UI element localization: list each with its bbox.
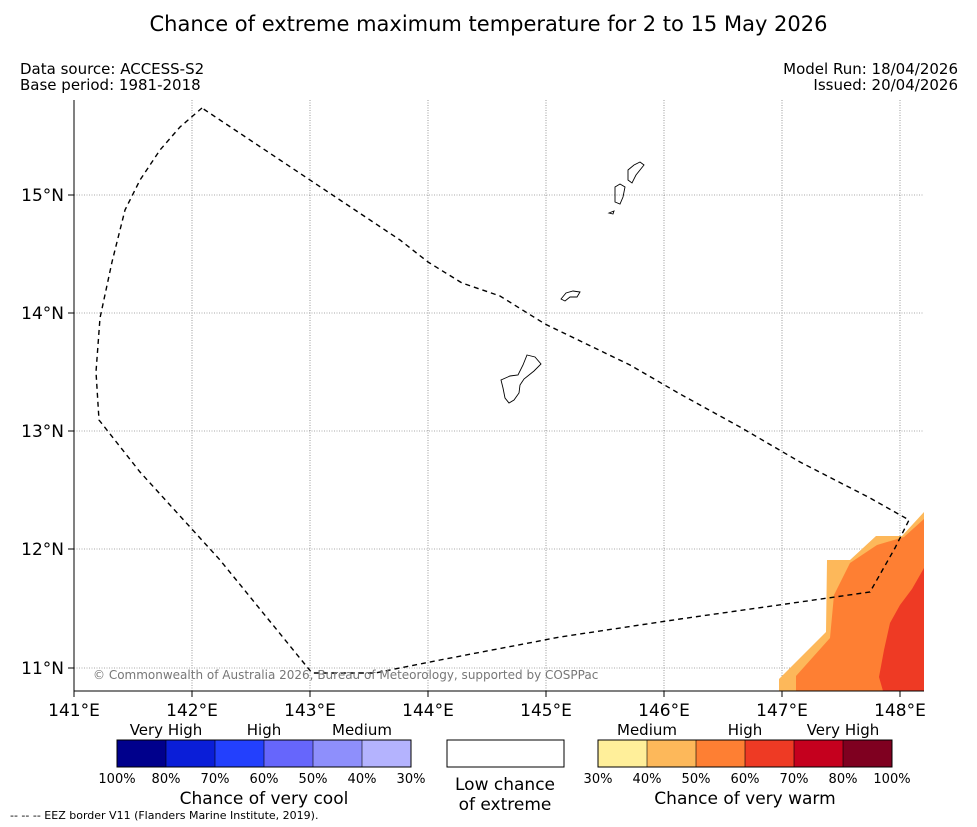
warm-region-60-70 bbox=[879, 568, 924, 691]
islands bbox=[500, 161, 645, 404]
cool-colorbar-title: Chance of very cool bbox=[180, 789, 349, 809]
lat-label-15: 15°N bbox=[21, 186, 64, 206]
low-chance-line1: Low chance bbox=[455, 775, 555, 795]
cool-group-high: High bbox=[247, 721, 281, 739]
data-source: Data source: ACCESS-S2 bbox=[20, 60, 205, 78]
warm-tick: 60% bbox=[731, 772, 760, 787]
warm-tick: 80% bbox=[829, 772, 858, 787]
island-rota bbox=[560, 290, 581, 302]
cool-tick: 60% bbox=[250, 772, 279, 787]
cool-swatch-70-60 bbox=[215, 740, 264, 767]
cool-swatch-40-30 bbox=[362, 740, 411, 767]
warm-swatch-50-60 bbox=[696, 740, 745, 767]
cool-colorbar: Very High High Medium 100% 80% 70% 60% 5… bbox=[98, 721, 425, 809]
map-title: Chance of extreme maximum temperature fo… bbox=[149, 12, 828, 36]
warm-group-medium: Medium bbox=[617, 721, 677, 739]
lon-label-144: 144°E bbox=[402, 701, 454, 721]
cool-swatch-60-50 bbox=[264, 740, 313, 767]
warm-tick: 40% bbox=[633, 772, 662, 787]
warm-swatch-80-100 bbox=[843, 740, 892, 767]
meta-left: Data source: ACCESS-S2 Base period: 1981… bbox=[20, 61, 204, 93]
cool-tick: 80% bbox=[152, 772, 181, 787]
low-chance-swatch bbox=[446, 739, 565, 768]
cool-group-very-high: Very High bbox=[130, 721, 203, 739]
warm-swatch-40-50 bbox=[647, 740, 696, 767]
low-chance-legend: Low chance of extreme bbox=[446, 739, 565, 815]
cool-swatch-80-70 bbox=[166, 740, 215, 767]
warm-colorbar-frame bbox=[597, 739, 893, 768]
warm-tick: 70% bbox=[780, 772, 809, 787]
copyright-note: © Commonwealth of Australia 2026, Bureau… bbox=[93, 668, 598, 682]
lat-label-11: 11°N bbox=[21, 659, 64, 679]
cool-dividers bbox=[165, 740, 363, 767]
cool-tick: 100% bbox=[98, 772, 135, 787]
island-aguijan bbox=[607, 210, 615, 215]
lon-label-146: 146°E bbox=[638, 701, 690, 721]
issued-date: Issued: 20/04/2026 bbox=[813, 76, 958, 94]
lon-label-145: 145°E bbox=[520, 701, 572, 721]
cool-tick: 70% bbox=[201, 772, 230, 787]
warm-tick: 50% bbox=[682, 772, 711, 787]
eez-footnote: -- -- -- EEZ border V11 (Flanders Marine… bbox=[10, 809, 319, 822]
island-saipan bbox=[627, 161, 645, 184]
warm-tick: 100% bbox=[873, 772, 910, 787]
cool-swatch-100-80 bbox=[117, 740, 166, 767]
meta-right: Model Run: 18/04/2026 Issued: 20/04/2026 bbox=[783, 61, 958, 93]
cool-tick: 30% bbox=[397, 772, 426, 787]
lon-label-147: 147°E bbox=[756, 701, 808, 721]
warm-swatch-30-40 bbox=[598, 740, 647, 767]
warm-swatch-60-70 bbox=[745, 740, 794, 767]
lat-label-13: 13°N bbox=[21, 422, 64, 442]
lon-label-142: 142°E bbox=[166, 701, 218, 721]
low-chance-line2: of extreme bbox=[459, 795, 552, 815]
model-run: Model Run: 18/04/2026 bbox=[783, 60, 958, 78]
island-guam bbox=[500, 354, 542, 404]
cool-swatch-50-40 bbox=[313, 740, 362, 767]
lon-label-141: 141°E bbox=[48, 701, 100, 721]
cool-group-medium: Medium bbox=[332, 721, 392, 739]
cool-colorbar-frame bbox=[116, 739, 412, 768]
base-period: Base period: 1981-2018 bbox=[20, 76, 201, 94]
island-tinian bbox=[614, 183, 626, 205]
warm-swatch-70-80 bbox=[794, 740, 843, 767]
cool-tick: 50% bbox=[299, 772, 328, 787]
lon-label-148: 148°E bbox=[874, 701, 926, 721]
lat-label-12: 12°N bbox=[21, 540, 64, 560]
warm-shading bbox=[779, 512, 924, 691]
warm-group-very-high: Very High bbox=[807, 721, 880, 739]
lon-axis: 141°E 142°E 143°E 144°E 145°E 146°E 147°… bbox=[48, 691, 926, 721]
eez-border bbox=[95, 107, 910, 674]
cool-tick: 40% bbox=[348, 772, 377, 787]
warm-tick: 30% bbox=[584, 772, 613, 787]
lat-label-14: 14°N bbox=[21, 304, 64, 324]
warm-colorbar-title: Chance of very warm bbox=[654, 789, 835, 809]
warm-dividers bbox=[646, 740, 844, 767]
warm-group-high: High bbox=[728, 721, 762, 739]
lon-label-143: 143°E bbox=[284, 701, 336, 721]
warm-colorbar: Medium High Very High 30% 40% 50% 60% 70… bbox=[584, 721, 911, 809]
lat-axis: 15°N 14°N 13°N 12°N 11°N bbox=[21, 186, 74, 679]
